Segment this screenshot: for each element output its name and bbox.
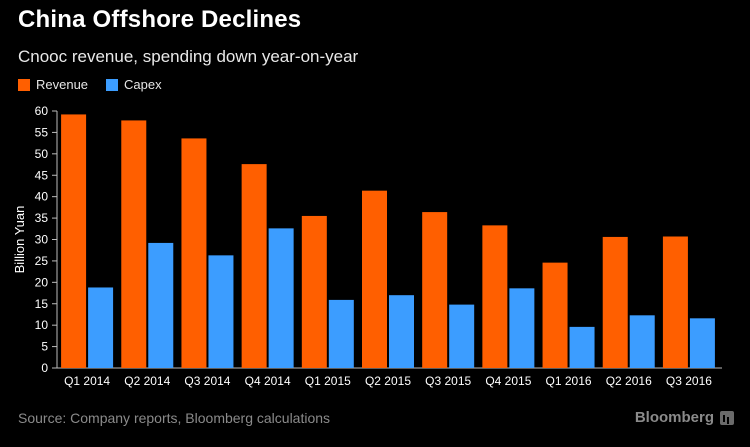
x-tick-label: Q3 2014 bbox=[184, 374, 230, 388]
bar-revenue-q2-2015 bbox=[362, 190, 387, 368]
y-tick-label: 30 bbox=[35, 233, 49, 247]
x-tick-label: Q2 2016 bbox=[606, 374, 652, 388]
x-tick-label: Q3 2015 bbox=[425, 374, 471, 388]
legend-swatch-capex bbox=[106, 78, 119, 91]
y-tick-label: 35 bbox=[35, 211, 49, 225]
bar-capex-q2-2016 bbox=[629, 315, 655, 368]
bar-revenue-q3-2014 bbox=[181, 138, 207, 368]
y-tick-label: 40 bbox=[35, 190, 49, 204]
bar-capex-q1-2016 bbox=[569, 326, 595, 368]
y-tick-label: 55 bbox=[35, 125, 49, 139]
x-tick-label: Q1 2014 bbox=[64, 374, 110, 388]
chart-title: China Offshore Declines bbox=[18, 6, 302, 33]
legend-label-revenue: Revenue bbox=[36, 77, 89, 92]
x-tick-label: Q4 2014 bbox=[245, 374, 291, 388]
bloomberg-mark-icon bbox=[720, 410, 734, 425]
y-tick-label: 25 bbox=[35, 254, 49, 268]
bar-revenue-q2-2014 bbox=[121, 120, 147, 368]
bar-revenue-q1-2014 bbox=[61, 114, 87, 368]
bar-capex-q3-2014 bbox=[208, 255, 234, 368]
y-tick-label: 10 bbox=[35, 318, 49, 332]
bar-revenue-q3-2016 bbox=[662, 236, 688, 368]
x-tick-label: Q1 2015 bbox=[305, 374, 351, 388]
bar-revenue-q3-2015 bbox=[422, 212, 448, 368]
bar-capex-q2-2014 bbox=[148, 242, 174, 368]
legend-item-capex: Capex bbox=[106, 77, 162, 92]
legend-swatch-revenue bbox=[18, 78, 30, 91]
x-tick-label: Q2 2015 bbox=[365, 374, 411, 388]
bar-revenue-q4-2015 bbox=[482, 225, 508, 368]
x-tick-label: Q3 2016 bbox=[666, 374, 712, 388]
legend: Revenue Capex bbox=[18, 77, 180, 92]
bar-capex-q4-2015 bbox=[509, 288, 535, 368]
y-tick-label: 60 bbox=[35, 104, 49, 118]
y-tick-label: 15 bbox=[35, 297, 49, 311]
x-tick-label: Q2 2014 bbox=[124, 374, 170, 388]
bloomberg-logo: Bloomberg bbox=[635, 409, 734, 426]
y-tick-label: 5 bbox=[41, 340, 48, 354]
chart-subtitle: Cnooc revenue, spending down year-on-yea… bbox=[18, 47, 359, 66]
bar-revenue-q1-2016 bbox=[542, 262, 568, 368]
y-tick-label: 45 bbox=[35, 168, 49, 182]
bar-capex-q4-2014 bbox=[268, 228, 294, 368]
bar-capex-q3-2016 bbox=[689, 318, 715, 368]
bar-capex-q1-2014 bbox=[88, 287, 114, 368]
source-note: Source: Company reports, Bloomberg calcu… bbox=[18, 410, 331, 426]
x-tick-label: Q4 2015 bbox=[485, 374, 531, 388]
brand-name: Bloomberg bbox=[634, 409, 714, 426]
bar-revenue-q1-2015 bbox=[301, 215, 327, 368]
legend-item-revenue: Revenue bbox=[18, 77, 88, 92]
legend-label-capex: Capex bbox=[124, 77, 162, 92]
y-tick-label: 0 bbox=[41, 361, 48, 375]
y-tick-label: 20 bbox=[35, 275, 49, 289]
bar-revenue-q2-2016 bbox=[602, 236, 628, 368]
bar-capex-q1-2015 bbox=[328, 299, 354, 368]
y-axis-label: Billion Yuan bbox=[12, 206, 27, 274]
bar-capex-q2-2015 bbox=[389, 295, 414, 368]
y-tick-label: 50 bbox=[35, 147, 49, 161]
x-tick-label: Q1 2016 bbox=[546, 374, 592, 388]
bar-revenue-q4-2014 bbox=[241, 164, 267, 368]
bar-chart: Billion Yuan 0 5 10 15 20 25 30 35 40 45 50 55 60 Q1 2… bbox=[12, 104, 722, 388]
bar-capex-q3-2015 bbox=[449, 304, 475, 368]
